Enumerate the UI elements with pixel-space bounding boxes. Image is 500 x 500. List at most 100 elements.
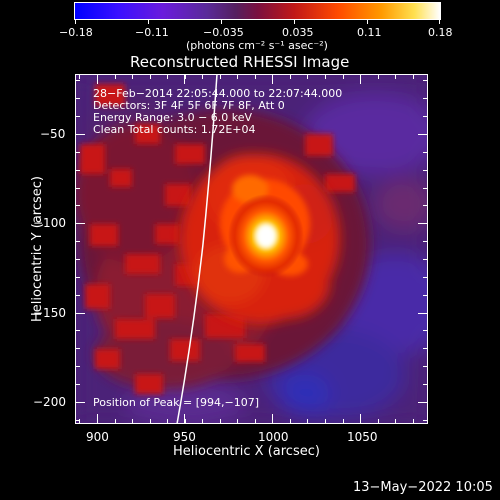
minor-tick [132, 74, 133, 79]
rhessi-image-map [75, 74, 428, 424]
y-tick-label: −100 [33, 216, 66, 230]
minor-tick [79, 419, 80, 424]
minor-tick [395, 74, 396, 79]
minor-tick [290, 419, 291, 424]
x-major-tick [272, 74, 273, 84]
minor-tick [202, 74, 203, 79]
minor-tick [307, 74, 308, 79]
minor-tick [360, 419, 361, 424]
minor-tick [272, 419, 273, 424]
minor-tick [75, 116, 80, 117]
minor-tick [75, 170, 80, 171]
minor-tick [423, 205, 428, 206]
minor-tick [97, 419, 98, 424]
minor-tick [167, 419, 168, 424]
minor-tick [378, 419, 379, 424]
minor-tick [423, 223, 428, 224]
minor-tick [75, 420, 80, 421]
x-tick-label: 900 [86, 430, 109, 444]
minor-tick [272, 74, 273, 79]
minor-tick [75, 241, 80, 242]
minor-tick [255, 74, 256, 79]
y-major-tick [75, 134, 85, 135]
minor-tick [75, 223, 80, 224]
minor-tick [150, 419, 151, 424]
peak-position-text: Position of Peak = [994,−107] [93, 396, 260, 409]
minor-tick [423, 348, 428, 349]
y-major-tick [75, 402, 85, 403]
colorbar-tick [367, 20, 368, 24]
minor-tick [423, 116, 428, 117]
minor-tick [423, 188, 428, 189]
minor-tick [423, 134, 428, 135]
info-line-energy: Energy Range: 3.0 − 6.0 keV [93, 111, 253, 124]
minor-tick [290, 74, 291, 79]
minor-tick [167, 74, 168, 79]
minor-tick [423, 80, 428, 81]
minor-tick [343, 74, 344, 79]
minor-tick [75, 98, 80, 99]
minor-tick [413, 74, 414, 79]
minor-tick [75, 152, 80, 153]
x-axis-label: Heliocentric X (arcsec) [173, 444, 320, 459]
info-line-time-range: 28−Feb−2014 22:05:44.000 to 22:07:44.000 [93, 87, 343, 100]
minor-tick [423, 366, 428, 367]
x-major-tick [97, 74, 98, 84]
minor-tick [423, 152, 428, 153]
x-tick-label: 1000 [258, 430, 289, 444]
colorbar-unit-label: (photons cm⁻² s⁻¹ asec⁻²) [186, 39, 328, 52]
minor-tick [75, 402, 80, 403]
minor-tick [423, 241, 428, 242]
x-tick-label: 950 [173, 430, 196, 444]
x-major-tick [184, 414, 185, 424]
minor-tick [75, 134, 80, 135]
minor-tick [423, 98, 428, 99]
minor-tick [423, 384, 428, 385]
colorbar-tick [439, 20, 440, 24]
minor-tick [423, 330, 428, 331]
minor-tick [237, 74, 238, 79]
y-major-tick [75, 313, 85, 314]
minor-tick [75, 348, 80, 349]
y-tick-label: −150 [33, 306, 66, 320]
colorbar-tick [148, 20, 149, 24]
minor-tick [378, 74, 379, 79]
minor-tick [185, 74, 186, 79]
minor-tick [343, 419, 344, 424]
minor-tick [150, 74, 151, 79]
colorbar-tick [294, 20, 295, 24]
minor-tick [75, 366, 80, 367]
y-axis-label: Heliocentric Y (arcsec) [30, 176, 45, 322]
info-line-clean: Clean Total counts: 1.72E+04 [93, 123, 256, 136]
y-tick-label: −50 [40, 127, 66, 141]
y-major-tick [75, 223, 85, 224]
colorbar-tick-label: −0.11 [135, 26, 169, 39]
minor-tick [413, 419, 414, 424]
minor-tick [115, 419, 116, 424]
minor-tick [325, 419, 326, 424]
footer-timestamp: 13−May−2022 10:05 [353, 480, 493, 495]
minor-tick [75, 330, 80, 331]
y-tick-label: −200 [33, 395, 66, 409]
minor-tick [423, 170, 428, 171]
colorbar [74, 2, 441, 20]
info-line-detectors: Detectors: 3F 4F 5F 6F 7F 8F, Att 0 [93, 99, 285, 112]
minor-tick [237, 419, 238, 424]
minor-tick [75, 205, 80, 206]
colorbar-tick [221, 20, 222, 24]
minor-tick [395, 419, 396, 424]
minor-tick [75, 384, 80, 385]
minor-tick [360, 74, 361, 79]
colorbar-tick-label: 0.18 [428, 26, 453, 39]
x-major-tick [184, 74, 185, 84]
minor-tick [115, 74, 116, 79]
solar-limb-line [176, 74, 218, 424]
colorbar-tick [75, 20, 76, 24]
colorbar-tick-label: −0.18 [59, 26, 93, 39]
minor-tick [75, 259, 80, 260]
minor-tick [75, 313, 80, 314]
minor-tick [97, 74, 98, 79]
minor-tick [325, 74, 326, 79]
minor-tick [79, 74, 80, 79]
x-tick-label: 1050 [347, 430, 378, 444]
